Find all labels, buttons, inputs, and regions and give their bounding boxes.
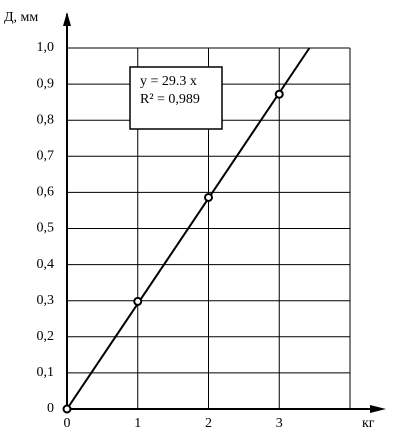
x-tick-label: 3 [276, 416, 283, 431]
data-point [274, 89, 284, 99]
x-tick-label: 1 [134, 416, 141, 431]
y-axis-arrow [63, 12, 71, 26]
y-tick-label: 0,5 [37, 221, 55, 236]
y-tick-label: 0,9 [37, 76, 55, 91]
x-tick-label: 0 [64, 416, 71, 431]
y-tick-label: 0,8 [37, 112, 55, 127]
data-point [62, 404, 72, 414]
y-tick-label: 0,3 [37, 293, 55, 308]
annotation-box [129, 66, 223, 130]
trendline [66, 47, 311, 410]
y-tick-label: 0 [47, 401, 54, 416]
y-tick-label: 0,1 [37, 365, 55, 380]
annotation-text: R² = 0,989 [140, 92, 200, 107]
y-tick-label: 0,7 [37, 149, 55, 164]
y-tick-label: 0,4 [37, 257, 55, 272]
data-point [133, 296, 143, 306]
y-tick-label: 0,2 [37, 329, 55, 344]
annotation-text: y = 29.3 x [140, 74, 197, 89]
x-axis-label: кг [362, 416, 375, 431]
y-tick-label: 1,0 [37, 40, 55, 55]
y-tick-label: 0,6 [37, 185, 55, 200]
data-point [204, 192, 213, 202]
x-axis-arrow [370, 405, 386, 413]
x-tick-label: 2 [205, 416, 212, 431]
y-axis-label: Д, мм [4, 10, 38, 25]
